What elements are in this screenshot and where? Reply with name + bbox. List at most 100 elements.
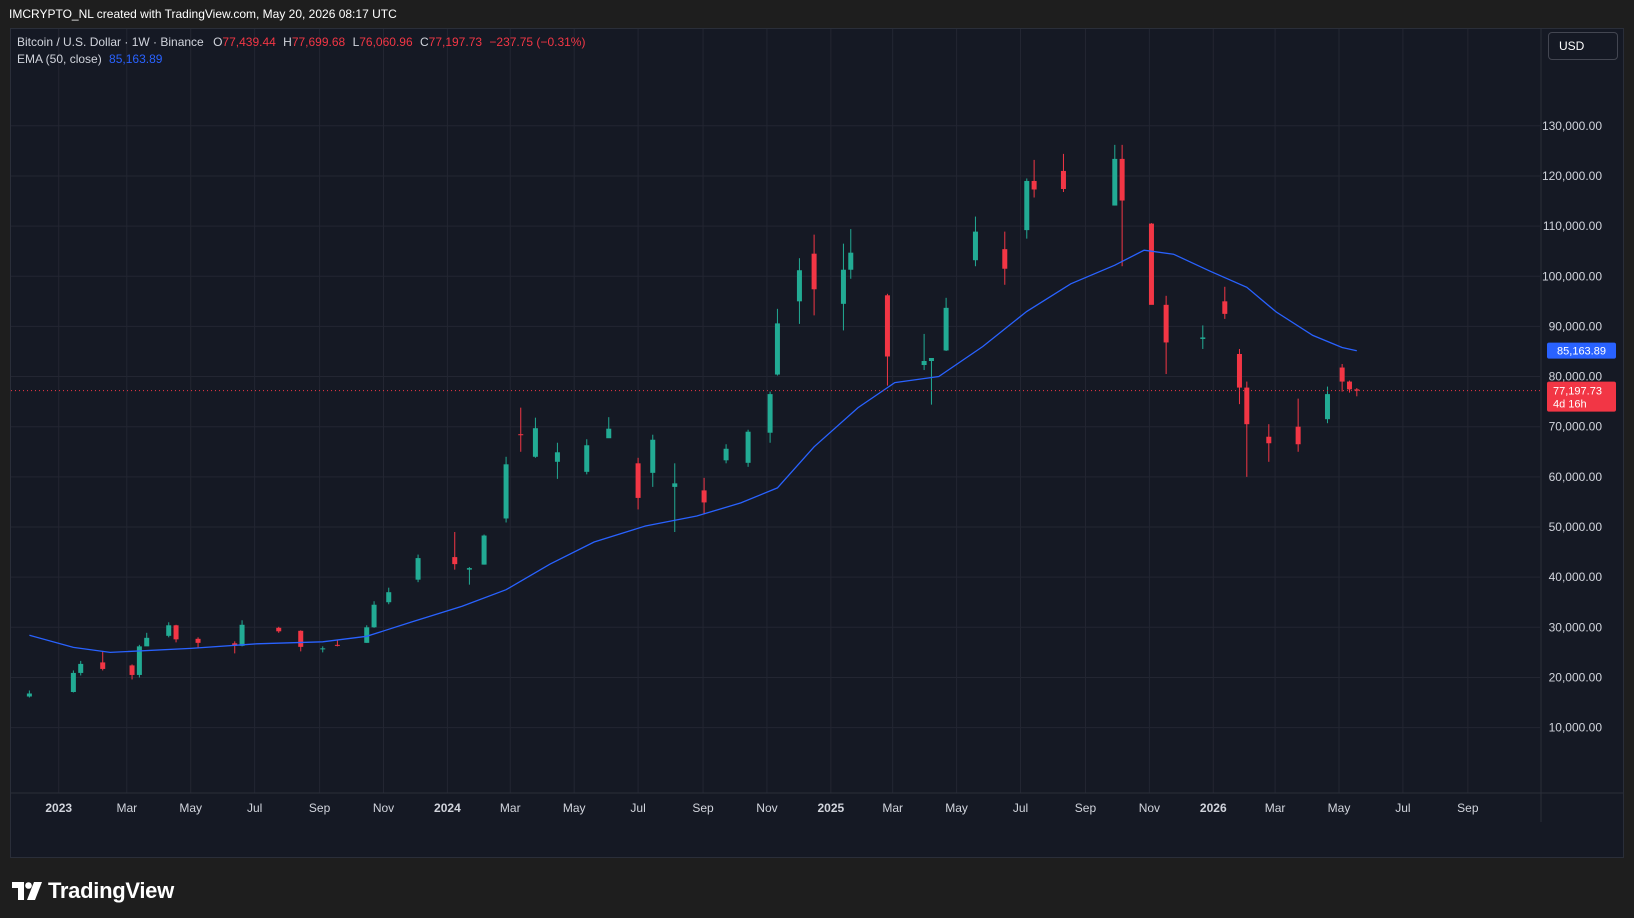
- candle: [136, 644, 142, 678]
- chart-frame[interactable]: [10, 28, 1624, 858]
- open-key: O: [213, 35, 223, 49]
- price-tick-label: 120,000.00: [1542, 169, 1602, 183]
- candle: [1324, 386, 1330, 424]
- last-price-text: 77,197.73: [1553, 386, 1602, 398]
- time-tick-label: Jul: [1013, 801, 1028, 815]
- time-tick-label: Nov: [373, 801, 394, 815]
- candle: [239, 620, 245, 647]
- price-tick-label: 130,000.00: [1542, 119, 1602, 133]
- candle: [1222, 286, 1228, 319]
- tradingview-logo[interactable]: TradingView: [12, 878, 174, 904]
- candle: [481, 534, 487, 565]
- symbol-row[interactable]: Bitcoin / U.S. Dollar · 1W · Binance O77…: [17, 34, 585, 51]
- grid: [11, 29, 1540, 793]
- candle: [650, 434, 656, 487]
- time-tick-label: Mar: [882, 801, 903, 815]
- open-value: 77,439.44: [222, 35, 276, 49]
- ema-row[interactable]: EMA (50, close) 85,163.89: [17, 51, 585, 68]
- candle: [972, 216, 978, 267]
- candle: [129, 664, 135, 680]
- candle: [532, 417, 538, 458]
- time-tick-label: Sep: [1457, 801, 1479, 815]
- candle: [767, 391, 773, 443]
- time-tick-label: Mar: [1265, 801, 1286, 815]
- candle: [928, 357, 934, 405]
- ema-label[interactable]: EMA (50, close): [17, 52, 102, 66]
- time-tick-label: May: [1328, 801, 1351, 815]
- candles: [26, 144, 1360, 698]
- candle: [774, 308, 780, 376]
- candle: [1339, 364, 1345, 392]
- candle: [745, 429, 751, 467]
- candle: [195, 637, 201, 649]
- candle: [298, 630, 304, 652]
- candle: [1024, 178, 1030, 239]
- candle: [320, 646, 326, 653]
- candle: [1200, 325, 1206, 349]
- symbol-label[interactable]: Bitcoin / U.S. Dollar · 1W · Binance: [17, 35, 204, 49]
- candle: [921, 333, 927, 371]
- candle: [518, 407, 524, 452]
- candle: [554, 442, 560, 479]
- candle: [70, 670, 76, 693]
- candle: [415, 554, 421, 583]
- price-tick-label: 50,000.00: [1549, 520, 1603, 534]
- time-tick-label: Mar: [500, 801, 521, 815]
- price-tick-label: 90,000.00: [1549, 319, 1603, 333]
- candle: [1060, 153, 1066, 192]
- time-tick-label: May: [179, 801, 202, 815]
- candle: [503, 456, 509, 523]
- price-tick-label: 60,000.00: [1549, 470, 1603, 484]
- time-tick-label: Sep: [1075, 801, 1097, 815]
- candle: [723, 444, 729, 464]
- candle: [811, 234, 817, 316]
- candle: [1236, 348, 1242, 405]
- price-tick-label: 80,000.00: [1549, 370, 1603, 384]
- candle: [1163, 295, 1169, 375]
- currency-button[interactable]: USD: [1548, 32, 1618, 60]
- price-tick-label: 30,000.00: [1549, 620, 1603, 634]
- time-tick-label: 2023: [45, 801, 72, 815]
- chart-legend: Bitcoin / U.S. Dollar · 1W · Binance O77…: [17, 34, 585, 68]
- candle: [884, 293, 890, 386]
- ema-price-text: 85,163.89: [1557, 346, 1606, 358]
- time-tick-label: May: [563, 801, 586, 815]
- chart-attribution: IMCRYPTO_NL created with TradingView.com…: [9, 7, 397, 21]
- candle: [672, 463, 678, 533]
- high-value: 77,699.68: [291, 35, 346, 49]
- price-tick-label: 100,000.00: [1542, 269, 1602, 283]
- close-key: C: [419, 35, 429, 49]
- candle: [232, 641, 238, 654]
- countdown-text: 4d 16h: [1553, 399, 1587, 411]
- ema-line: [29, 249, 1357, 654]
- plot-area[interactable]: [26, 144, 1360, 698]
- time-tick-label: Jul: [1395, 801, 1410, 815]
- low-key: L: [352, 35, 360, 49]
- candle: [452, 532, 458, 570]
- price-tick-label: 70,000.00: [1549, 420, 1603, 434]
- candle: [100, 651, 106, 671]
- ema-price-label: 85,163.89: [1547, 342, 1616, 359]
- time-tick-label: 2024: [434, 801, 461, 815]
- candle: [796, 258, 802, 324]
- time-tick-label: Nov: [756, 801, 777, 815]
- time-tick-label: Mar: [116, 801, 137, 815]
- time-tick-label: Jul: [630, 801, 645, 815]
- change-value: −237.75 (−0.31%): [489, 35, 586, 49]
- footer: TradingView: [0, 858, 1634, 918]
- candle: [1354, 388, 1360, 397]
- time-axis[interactable]: 2023 Mar May Jul Sep Nov 2024 Mar May Jul Sep Nov 20…: [45, 801, 1479, 815]
- candle: [1002, 231, 1008, 285]
- candle: [144, 632, 150, 647]
- candle: [78, 660, 84, 676]
- time-tick-label: 2026: [1200, 801, 1227, 815]
- price-axis[interactable]: 10,000.00 20,000.00 30,000.00 40,000.00 50,0…: [1542, 119, 1602, 735]
- candle: [166, 622, 172, 638]
- candle: [1119, 144, 1125, 267]
- candle: [606, 417, 612, 439]
- brand-name: TradingView: [48, 878, 174, 903]
- candle: [635, 457, 641, 510]
- time-tick-label: May: [945, 801, 968, 815]
